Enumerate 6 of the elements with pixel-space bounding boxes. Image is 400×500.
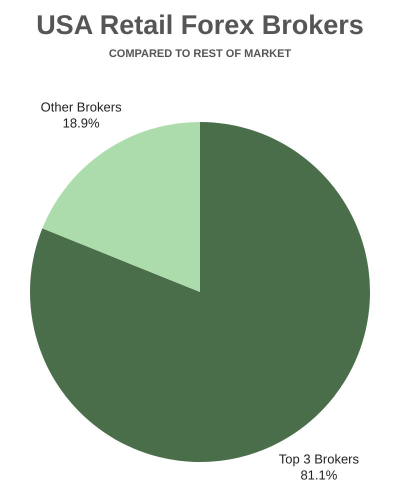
slice-label: Other Brokers [40, 99, 122, 114]
chart-title: USA Retail Forex Brokers [35, 10, 365, 41]
chart-subtitle: COMPARED TO REST OF MARKET [108, 47, 292, 62]
data-label: 81.1% [300, 468, 338, 483]
slice-label: Top 3 Brokers [278, 452, 360, 467]
data-label: 18.9% [62, 115, 100, 130]
